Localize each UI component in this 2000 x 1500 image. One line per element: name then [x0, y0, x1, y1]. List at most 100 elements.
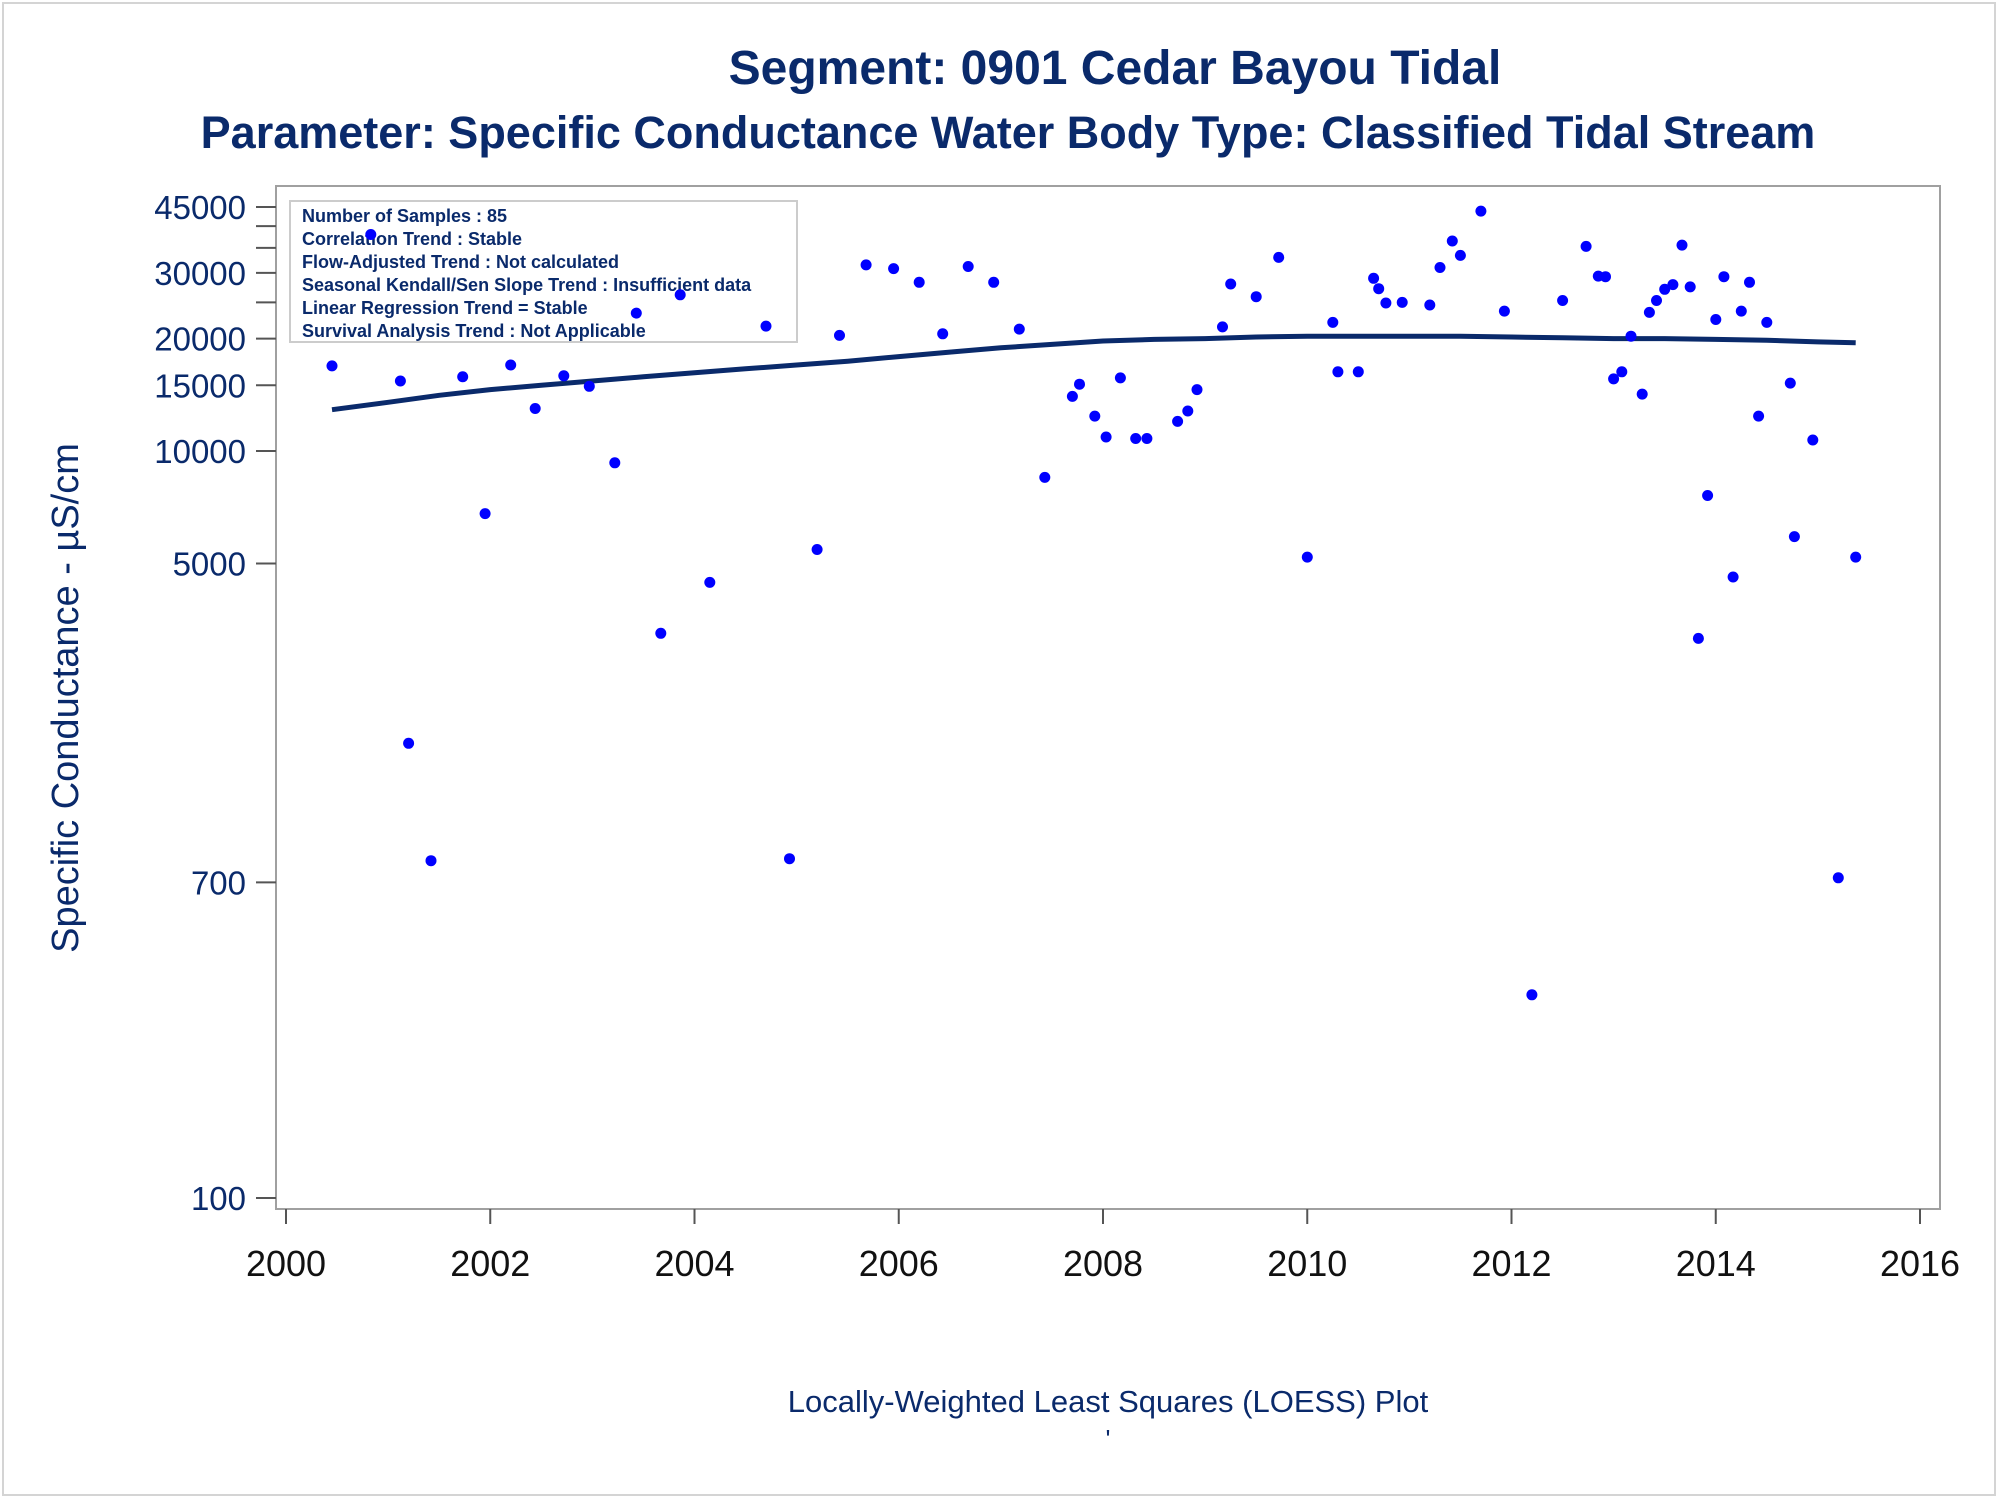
scatter-point: [1498, 305, 1510, 317]
inset-line-samples: Number of Samples : 85: [302, 206, 507, 226]
scatter-point: [1676, 239, 1688, 251]
y-tick-label: 700: [191, 864, 246, 901]
y-axis-label: Specific Conductance - µS/cm: [45, 443, 87, 953]
scatter-point: [1130, 433, 1142, 444]
scatter-point: [1608, 373, 1620, 385]
x-tick-label: 2014: [1676, 1243, 1756, 1284]
scatter-point: [784, 853, 795, 865]
scatter-point: [834, 329, 845, 341]
scatter-point: [1718, 271, 1730, 283]
x-tick-label: 2000: [246, 1243, 326, 1284]
inset-line-seasonal-kendall: Seasonal Kendall/Sen Slope Trend : Insuf…: [302, 275, 752, 295]
x-axis-label: Locally-Weighted Least Squares (LOESS) P…: [788, 1384, 1429, 1419]
scatter-point: [1625, 330, 1637, 342]
scatter-point: [1807, 434, 1819, 446]
x-axis: 2000 2002 2004 2006 2008 2010 2012 2014 2016: [246, 1209, 1960, 1284]
scatter-point: [811, 544, 823, 555]
chart-title: Segment: 0901 Cedar Bayou Tidal: [729, 42, 1502, 95]
scatter-point: [1396, 296, 1408, 308]
x-tick-label: 2016: [1880, 1243, 1960, 1284]
scatter-point: [1475, 205, 1487, 217]
scatter-point: [1368, 272, 1380, 284]
scatter-point: [583, 380, 595, 392]
scatter-point: [1600, 271, 1611, 283]
scatter-point: [913, 276, 925, 288]
scatter-point: [326, 360, 338, 372]
scatter-point: [1753, 410, 1765, 422]
scatter-point: [1702, 490, 1714, 501]
scatter-point: [1832, 872, 1844, 884]
x-tick-label: 2012: [1471, 1243, 1551, 1284]
scatter-point: [1332, 366, 1344, 378]
scatter-point: [630, 307, 642, 319]
scatter-point: [1616, 366, 1628, 378]
scatter-point: [1182, 405, 1194, 417]
scatter-point: [655, 627, 667, 639]
scatter-point: [1373, 283, 1385, 295]
scatter-point: [558, 370, 570, 382]
inset-line-correlation: Correlation Trend : Stable: [302, 229, 522, 249]
scatter-point: [1684, 281, 1696, 293]
scatter-point: [1784, 377, 1796, 389]
scatter-point: [1013, 323, 1025, 335]
scatter-point: [1250, 291, 1262, 303]
scatter-point: [1526, 989, 1538, 1001]
scatter-point: [1066, 390, 1078, 402]
scatter-point: [1788, 531, 1800, 543]
scatter-point: [425, 855, 437, 867]
scatter-point: [1141, 433, 1153, 444]
x-tick-label: 2002: [450, 1243, 530, 1284]
scatter-point: [1114, 372, 1126, 384]
scatter-point: [1651, 295, 1662, 306]
data-points: [326, 205, 1862, 1001]
stats-inset: Number of Samples : 85 Correlation Trend…: [289, 200, 798, 343]
scatter-point: [1636, 388, 1648, 400]
scatter-point: [1225, 278, 1237, 290]
footnote-mark: ': [1106, 1424, 1111, 1454]
y-axis: 45000 30000 20000 15000 10000 5000 700 100: [154, 189, 276, 1217]
plot-area: [275, 185, 1941, 1210]
scatter-point: [1667, 279, 1679, 291]
x-tick-label: 2010: [1267, 1243, 1347, 1284]
stats-inset-box: [289, 200, 798, 343]
scatter-point: [1434, 262, 1446, 273]
scatter-point: [1710, 314, 1722, 325]
scatter-point: [394, 375, 406, 387]
x-tick-label: 2008: [1063, 1243, 1143, 1284]
y-tick-label: 30000: [154, 255, 246, 292]
inset-line-survival: Survival Analysis Trend : Not Applicable: [302, 321, 646, 341]
scatter-point: [1191, 384, 1203, 396]
y-tick-label: 100: [191, 1180, 246, 1217]
scatter-point: [1352, 366, 1364, 378]
scatter-point: [1735, 305, 1747, 317]
scatter-point: [365, 229, 377, 240]
scatter-point: [1727, 571, 1739, 583]
scatter-point: [1172, 415, 1184, 427]
scatter-point: [1580, 240, 1592, 252]
scatter-point: [1557, 295, 1569, 306]
scatter-point: [1424, 299, 1436, 311]
y-tick-label: 5000: [173, 545, 246, 582]
scatter-point: [1761, 316, 1773, 328]
y-tick-label: 15000: [154, 367, 246, 404]
inset-line-linear-regression: Linear Regression Trend = Stable: [302, 298, 588, 318]
y-tick-label: 20000: [154, 321, 246, 358]
x-tick-label: 2004: [654, 1243, 734, 1284]
scatter-point: [1454, 249, 1466, 261]
scatter-point: [1039, 471, 1051, 483]
scatter-point: [1089, 410, 1101, 422]
scatter-point: [505, 359, 517, 371]
scatter-point: [704, 576, 716, 588]
x-tick-label: 2006: [859, 1243, 939, 1284]
chart-subtitle: Parameter: Specific Conductance Water Bo…: [201, 107, 1816, 158]
scatter-point: [937, 328, 949, 340]
scatter-point: [1100, 431, 1112, 443]
scatter-point: [609, 457, 621, 469]
scatter-point: [479, 508, 491, 520]
scatter-point: [457, 371, 469, 383]
scatter-point: [1692, 632, 1704, 644]
scatter-point: [1446, 235, 1458, 247]
scatter-point: [962, 261, 974, 272]
